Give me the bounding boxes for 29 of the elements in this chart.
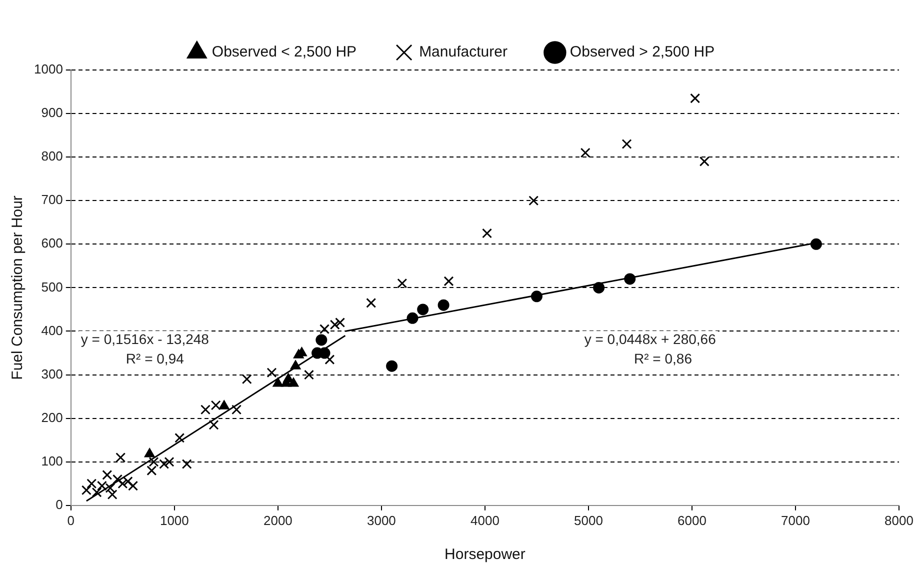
annotation: R² = 0,86 [634,350,692,366]
y-tick-label: 1000 [34,62,63,77]
y-tick-label: 500 [41,279,63,294]
y-tick-label: 900 [41,105,63,120]
legend-label: Observed < 2,500 HP [212,44,357,61]
x-tick-label: 7000 [781,512,810,528]
x-tick-label: 2000 [263,512,292,528]
y-tick-label: 0 [56,496,63,512]
x-axis-title: Horsepower [444,546,526,564]
y-tick-label: 400 [41,322,63,338]
legend-label: Observed > 2,500 HP [570,44,715,61]
y-tick-label: 300 [41,366,63,382]
x-tick-label: 0 [67,512,75,528]
y-tick-label: 800 [41,148,63,164]
annotation: y = 0,0448x + 280,66 [584,330,716,347]
x-tick-label: 6000 [678,512,706,528]
x-tick-label: 4000 [470,512,500,528]
x-tick-label: 3000 [366,512,396,528]
y-tick-label: 700 [41,192,63,208]
legend-label: Manufacturer [419,44,508,61]
x-tick-label: 8000 [884,512,914,528]
y-tick-label: 100 [41,453,63,468]
x-tick-label: 5000 [574,512,603,528]
y-tick-label: 600 [41,236,63,251]
annotation: R² = 0,94 [126,350,184,366]
y-axis-title: Fuel Consumption per Hour [9,196,26,380]
x-tick-label: 1000 [160,512,189,528]
y-tick-label: 200 [41,410,63,425]
annotation: y = 0,1516x - 13,248 [80,330,210,347]
